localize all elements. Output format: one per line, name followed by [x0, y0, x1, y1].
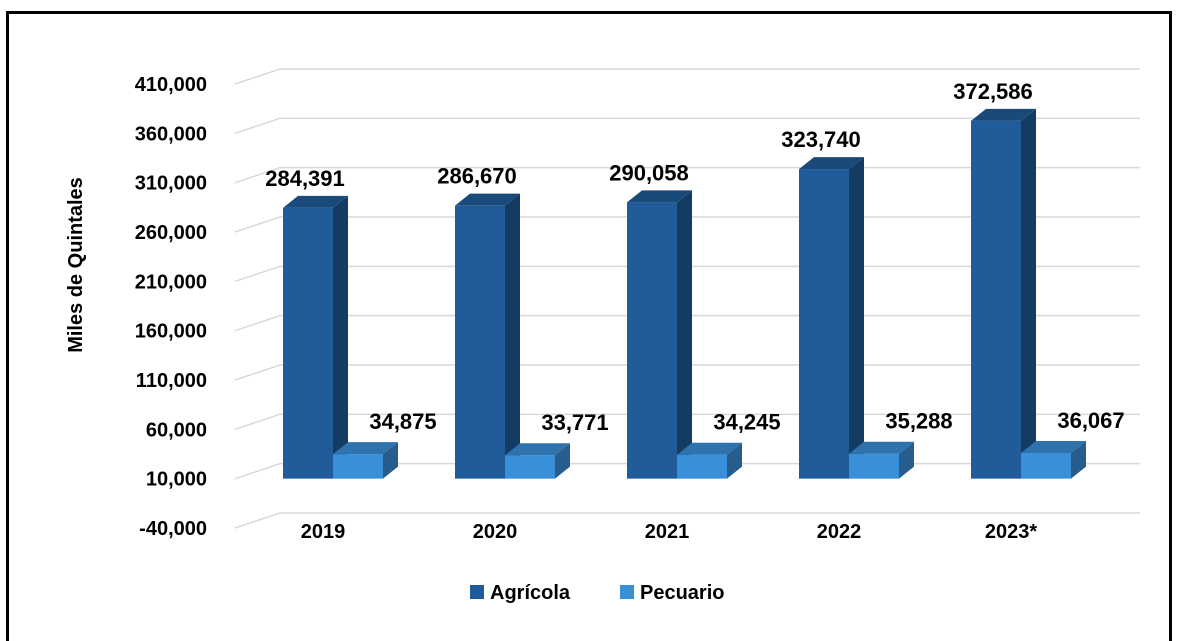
- y-tick-label: 260,000: [135, 222, 207, 244]
- bar-side: [383, 442, 398, 479]
- data-label: 33,771: [541, 410, 608, 435]
- bar-top: [799, 157, 864, 170]
- bar-side: [555, 443, 570, 479]
- bar-top: [677, 442, 742, 455]
- bar-front: [849, 453, 899, 479]
- y-tick-label: 310,000: [135, 173, 207, 195]
- y-tick-label: 160,000: [135, 321, 207, 343]
- bar-top: [627, 190, 692, 203]
- y-tick-label: 360,000: [135, 123, 207, 145]
- bar-front: [971, 120, 1021, 479]
- data-label: 290,058: [609, 160, 689, 185]
- data-label: 284,391: [265, 166, 345, 191]
- bar-side: [849, 157, 864, 479]
- bar-front: [677, 454, 727, 479]
- y-axis-label: Miles de Quintales: [65, 177, 87, 353]
- bar-top: [971, 108, 1036, 121]
- y-tick-label: -40,000: [139, 518, 207, 540]
- bar-side: [727, 442, 742, 479]
- bar-front: [627, 202, 677, 479]
- bar-front: [505, 455, 555, 479]
- x-tick-label: 2020: [473, 521, 518, 543]
- data-label: 286,670: [437, 164, 517, 189]
- bar-front: [283, 207, 333, 479]
- bar-front: [455, 205, 505, 479]
- bar-top: [455, 193, 520, 206]
- x-tick-label: 2023*: [985, 521, 1037, 543]
- bar-side: [333, 195, 348, 479]
- bar-front: [1021, 452, 1071, 479]
- gridline: [234, 512, 1140, 529]
- legend-swatch: [470, 585, 484, 599]
- bar-top: [1021, 440, 1086, 453]
- data-label: 34,875: [369, 409, 436, 434]
- x-tick-label: 2019: [301, 521, 346, 543]
- data-label: 36,067: [1057, 408, 1124, 433]
- gridline: [234, 68, 1140, 85]
- bar-side: [1021, 108, 1036, 479]
- legend-swatch: [620, 585, 634, 599]
- y-tick-label: 60,000: [146, 419, 207, 441]
- gridline: [234, 117, 1140, 135]
- y-tick-label: 410,000: [135, 74, 207, 96]
- data-label: 323,740: [781, 127, 861, 152]
- x-tick-label: 2022: [817, 521, 862, 543]
- bar-top: [505, 443, 570, 456]
- y-tick-label: 10,000: [146, 469, 207, 491]
- bar-side: [899, 441, 914, 479]
- bar-side: [505, 193, 520, 479]
- y-tick-label: 210,000: [135, 271, 207, 293]
- data-label: 372,586: [953, 79, 1033, 104]
- legend-label: Agrícola: [490, 582, 571, 604]
- bar-side: [677, 190, 692, 479]
- bar-front: [799, 169, 849, 479]
- legend-label: Pecuario: [640, 582, 724, 604]
- bar-top: [283, 195, 348, 208]
- bar-top: [849, 441, 914, 454]
- data-label: 34,245: [713, 410, 780, 435]
- y-tick-label: 110,000: [136, 370, 207, 392]
- x-tick-label: 2021: [645, 521, 690, 543]
- data-label: 35,288: [885, 409, 952, 434]
- bar-top: [333, 442, 398, 455]
- bar-side: [1071, 440, 1086, 479]
- bar-front: [333, 454, 383, 479]
